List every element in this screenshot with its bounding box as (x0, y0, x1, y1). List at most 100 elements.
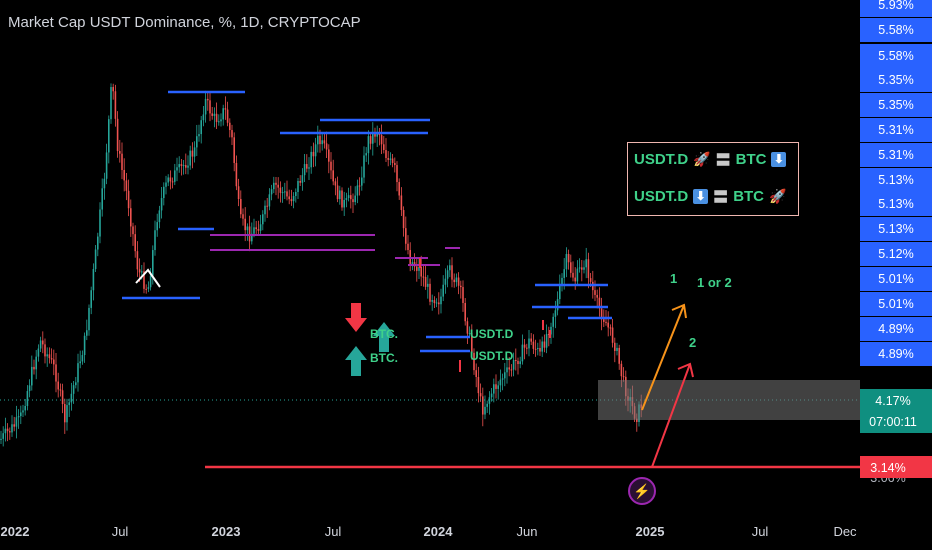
candle-body (191, 150, 194, 157)
candle-body (508, 367, 510, 370)
candle-body (534, 348, 537, 350)
path-arrow-red (651, 363, 691, 468)
candle-body (552, 316, 554, 327)
candle-body (537, 347, 539, 350)
x-axis-label: 2025 (636, 524, 665, 539)
candle-body (94, 249, 97, 270)
candle-body (321, 140, 323, 145)
candle-body (319, 135, 321, 145)
candle-body (297, 180, 299, 192)
candle-body (88, 307, 90, 331)
candle-body (42, 340, 44, 345)
drawn-shapes: BTC. BTC. USDT.D USDT.D 1 1 or 2 2 (135, 258, 860, 468)
candle-body (380, 135, 383, 145)
candle-body (292, 195, 295, 202)
candle-body (589, 278, 592, 282)
candle-body (600, 308, 603, 320)
y-axis-label: 5.13% (878, 197, 913, 211)
candle-body (306, 164, 308, 169)
x-axis-label: Jun (517, 524, 538, 539)
candle-body (605, 321, 607, 323)
candle-body (374, 132, 376, 137)
candle-body (50, 358, 53, 360)
candle-body (257, 229, 260, 231)
candle-body (209, 100, 211, 114)
candle-body (158, 210, 161, 223)
candle-body (103, 178, 106, 189)
candle-body (110, 87, 112, 120)
candle-body (405, 228, 407, 244)
candle-body (387, 158, 389, 160)
candle-body (152, 250, 154, 276)
candle-body (26, 391, 29, 406)
candle-body (22, 410, 24, 413)
price-tag (860, 389, 932, 433)
candle-body (108, 119, 110, 153)
y-axis-tag (860, 217, 932, 241)
candle-body (9, 431, 11, 433)
candle-body (541, 341, 543, 352)
candle-body (449, 265, 451, 271)
candle-body (132, 226, 134, 235)
candle-body (202, 114, 205, 121)
candle-body (4, 428, 7, 434)
candle-body (189, 150, 191, 166)
candle-body (339, 190, 341, 200)
candle-body (68, 402, 70, 406)
candle-body (75, 382, 77, 386)
candle-body (163, 186, 165, 199)
path-label: 2 (689, 335, 696, 350)
y-axis-label: 4.89% (878, 347, 913, 361)
candle-body (596, 294, 598, 298)
x-axis-label: Jul (752, 524, 769, 539)
candle-body (572, 272, 574, 278)
candle-body (53, 359, 55, 365)
x-axis-label: 2024 (424, 524, 454, 539)
candle-body (365, 153, 367, 156)
candle-body (398, 182, 400, 196)
candle-body (112, 87, 114, 92)
candle-body (64, 404, 66, 423)
y-axis-label: 4.89% (878, 322, 913, 336)
candle-body (407, 243, 409, 251)
candle-body (281, 192, 284, 194)
candle-body (363, 155, 365, 178)
candle-body (545, 334, 548, 348)
candle-body (484, 406, 486, 415)
candle-body (391, 158, 394, 163)
candle-body (422, 276, 425, 278)
candle-body (594, 290, 596, 295)
candle-body (224, 108, 227, 110)
candle-body (31, 366, 33, 386)
candle-body (475, 370, 477, 377)
candle-body (479, 393, 482, 397)
x-axis-label: Jul (325, 524, 342, 539)
candle-body (471, 333, 473, 353)
y-axis-tag (860, 317, 932, 341)
y-axis-tag (860, 242, 932, 266)
lightning-icon[interactable]: ⚡ (628, 477, 656, 505)
candle-body (567, 253, 570, 263)
candle-body (15, 417, 18, 427)
candle-body (506, 367, 508, 373)
y-axis-tag (860, 0, 932, 17)
candle-body (341, 190, 343, 208)
candle-body (477, 376, 480, 394)
candle-body (156, 222, 158, 231)
candle-body (288, 196, 290, 200)
down-arrow-icon: ⬇ (771, 152, 787, 167)
candle-body (473, 352, 475, 371)
y-axis-tag (860, 18, 932, 42)
candle-body (576, 268, 579, 282)
candle-body (361, 177, 363, 186)
candle-body (523, 344, 526, 348)
candle-body (444, 278, 447, 285)
candle-body (455, 277, 458, 283)
x-axis-label: 2022 (1, 524, 30, 539)
candle-body (559, 285, 561, 300)
candle-body (279, 187, 282, 193)
support-tag (860, 456, 932, 478)
candle-body (556, 299, 559, 311)
candle-body (134, 234, 136, 252)
candle-body (125, 180, 128, 191)
